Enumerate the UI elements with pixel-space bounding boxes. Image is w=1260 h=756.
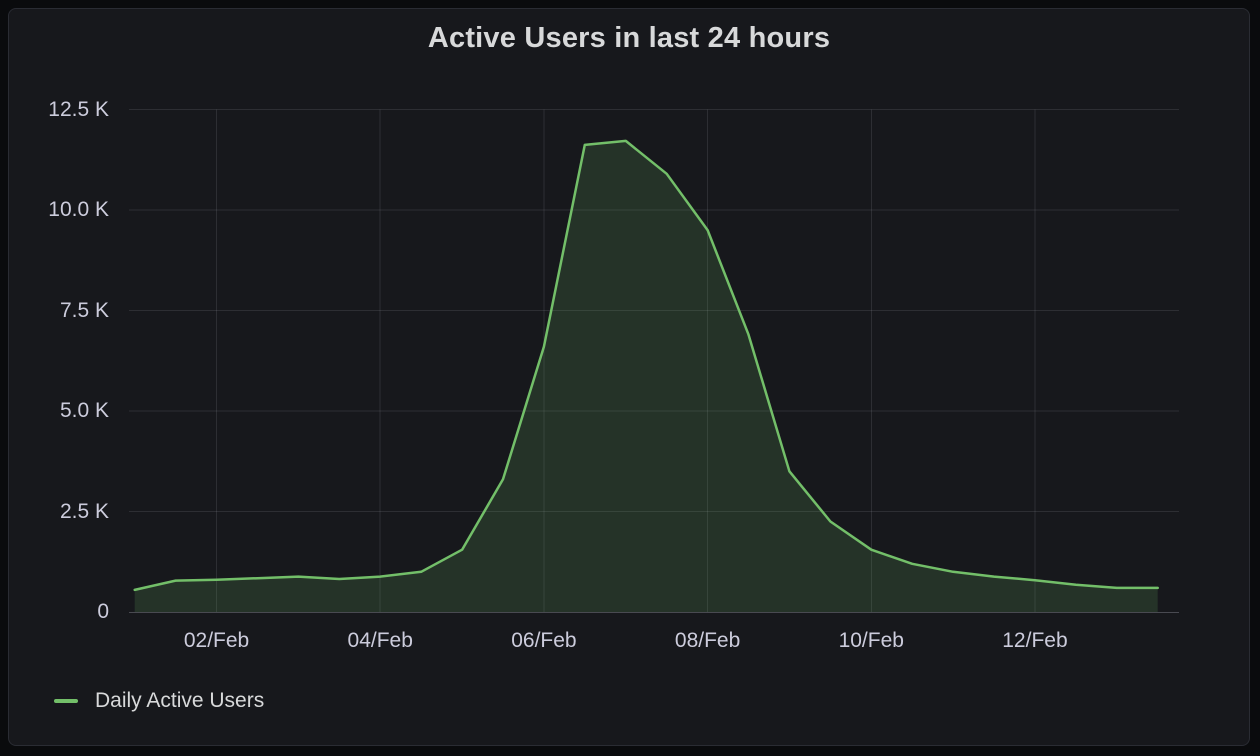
chart-plot-region[interactable] xyxy=(9,9,1250,746)
y-tick-label: 7.5 K xyxy=(59,298,109,322)
x-tick-label: 04/Feb xyxy=(347,629,413,652)
legend: Daily Active Users xyxy=(54,687,264,715)
x-tick-label: 12/Feb xyxy=(1002,629,1068,652)
panel-title[interactable]: Active Users in last 24 hours xyxy=(427,22,831,54)
legend-item-daily-active-users[interactable]: Daily Active Users xyxy=(54,688,264,714)
y-tick-label: 12.5 K xyxy=(48,97,109,121)
x-tick-label: 02/Feb xyxy=(183,629,250,652)
y-tick-label: 10.0 K xyxy=(48,198,109,221)
series-line xyxy=(133,139,1159,592)
graph-panel: Active Users in last 24 hours 0 2.5 K 5.0 … xyxy=(8,8,1250,746)
series-area-fill xyxy=(134,140,1158,612)
y-tick-label: 0 xyxy=(97,600,109,623)
y-tick-label: 5.0 K xyxy=(59,399,109,422)
x-tick-label: 08/Feb xyxy=(674,629,741,652)
x-tick-label: 06/Feb xyxy=(511,629,577,652)
grid-lines xyxy=(129,109,1179,612)
legend-series-label: Daily Active Users xyxy=(95,689,265,712)
series-color-line-icon xyxy=(54,699,78,703)
y-tick-label: 2.5 K xyxy=(59,499,109,523)
x-tick-label: 10/Feb xyxy=(838,629,904,652)
